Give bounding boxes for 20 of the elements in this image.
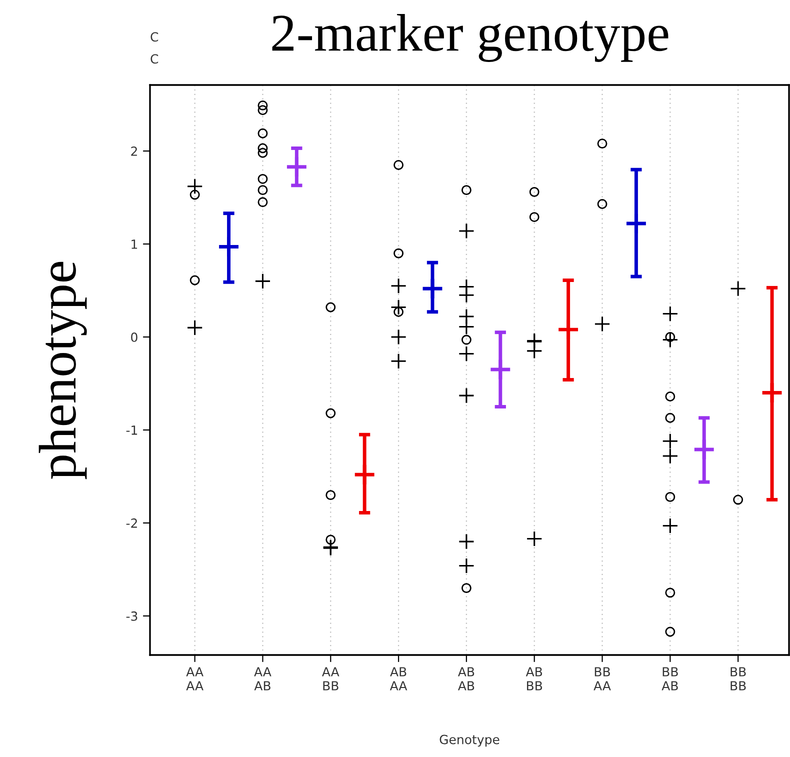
y-axis-title: phenotype [38, 262, 87, 480]
y-tick-label: -3 [126, 611, 138, 621]
x-tick-label: AA BB [322, 667, 340, 690]
y-tick-label: 0 [131, 332, 138, 342]
x-tick-label: AA AA [186, 667, 204, 690]
x-tick-label: AB AB [458, 667, 474, 690]
chart-title: 2-marker genotype [272, 14, 668, 62]
y-tick-label: -2 [126, 518, 137, 528]
y-tick-label: 1 [132, 240, 138, 249]
text: C [150, 32, 158, 42]
y-tick-label: 2 [131, 146, 137, 156]
x-tick-label: BB AA [594, 667, 611, 690]
x-tick-label: BB AB [662, 667, 678, 690]
x-tick-label: BB BB [730, 667, 746, 690]
text: C [150, 54, 158, 64]
x-axis-title: Genotype [440, 734, 500, 747]
x-tick-label: AA AB [254, 667, 272, 690]
y-tick-label: -1 [126, 426, 138, 435]
x-tick-label: AB AA [390, 667, 408, 690]
x-tick-label: AB BB [526, 667, 542, 690]
